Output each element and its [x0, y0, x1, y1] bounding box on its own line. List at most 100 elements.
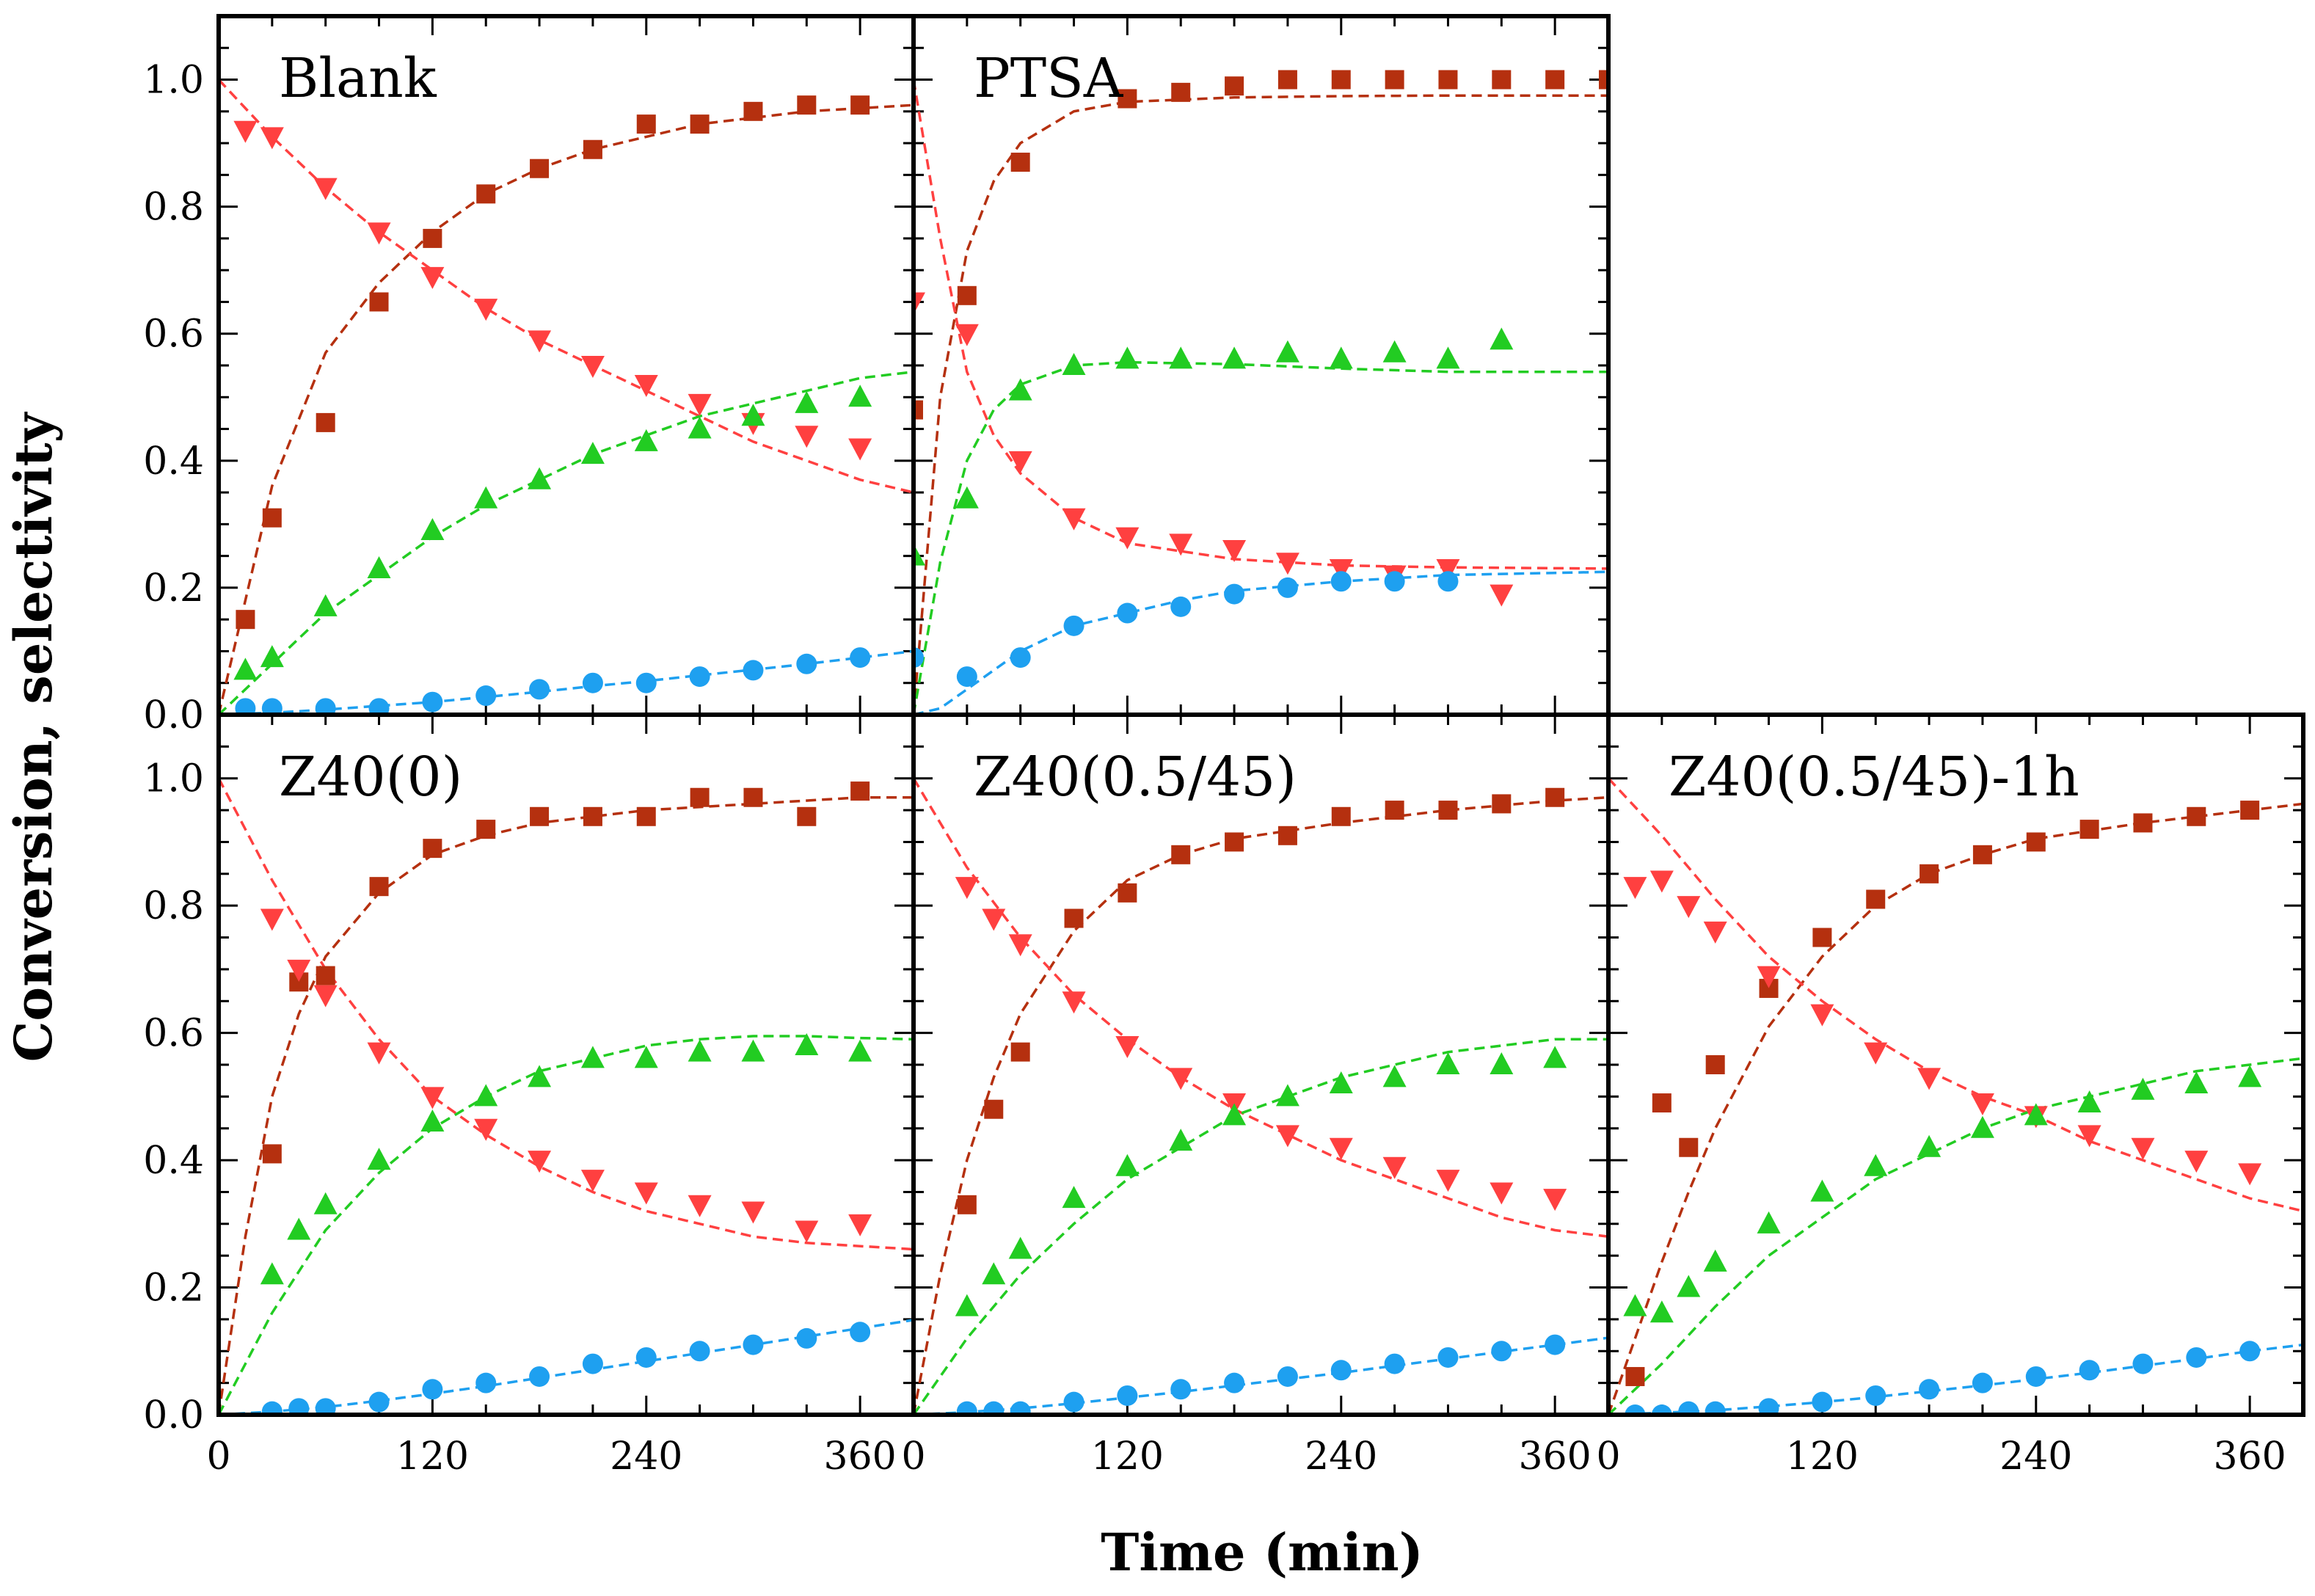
- data-point-up_triangles: [420, 1109, 445, 1132]
- data-point-up_triangles: [1062, 353, 1086, 375]
- data-point-circles: [1651, 1404, 1672, 1415]
- data-point-up_triangles: [1490, 1052, 1514, 1074]
- fit-line-up_triangles: [219, 1035, 914, 1415]
- data-point-down_triangles: [260, 127, 284, 150]
- data-point-circles: [261, 1401, 282, 1415]
- data-point-up_triangles: [1329, 1071, 1353, 1094]
- data-point-squares: [1972, 845, 1992, 864]
- data-point-squares: [423, 228, 442, 248]
- data-point-down_triangles: [2238, 1163, 2262, 1186]
- fit-line-down_triangles: [1608, 777, 2303, 1213]
- data-point-down_triangles: [474, 299, 498, 321]
- data-point-down_triangles: [955, 324, 979, 346]
- data-point-up_triangles: [580, 1046, 605, 1068]
- data-point-up_triangles: [1436, 346, 1460, 369]
- fit-line-squares: [914, 94, 1608, 715]
- data-point-squares: [1064, 908, 1084, 928]
- data-point-squares: [1438, 70, 1458, 90]
- data-point-squares: [1679, 1137, 1699, 1157]
- data-point-circles: [1010, 1401, 1031, 1415]
- fit-curves: [1608, 777, 2303, 1415]
- data-point-up_triangles: [287, 1217, 311, 1240]
- data-point-down_triangles: [1169, 1068, 1193, 1090]
- data-point-up_triangles: [1008, 378, 1032, 401]
- x-tick-label: 120: [1786, 1435, 1859, 1479]
- data-point-up_triangles: [2077, 1090, 2101, 1113]
- data-point-circles: [475, 1372, 497, 1393]
- data-point-circles: [2132, 1353, 2154, 1374]
- data-point-squares: [1866, 889, 1886, 909]
- data-point-down_triangles: [795, 426, 819, 448]
- y-tick-label: 0.0: [143, 1393, 204, 1438]
- data-point-down_triangles: [634, 374, 658, 397]
- data-point-squares: [476, 820, 496, 839]
- data-point-squares: [1118, 883, 1137, 903]
- data-point-circles: [1063, 615, 1084, 636]
- data-point-up_triangles: [1115, 1154, 1140, 1176]
- data-point-up_triangles: [2024, 1103, 2048, 1126]
- data-point-down_triangles: [688, 1195, 712, 1217]
- data-point-circles: [1384, 1353, 1405, 1374]
- data-point-circles: [850, 1322, 871, 1343]
- data-point-circles: [422, 691, 443, 713]
- data-point-down_triangles: [634, 1182, 658, 1205]
- data-point-squares: [1545, 787, 1565, 807]
- panel-Z40(0.5/45)-1h: Z40(0.5/45)-1h 0 120 240 360: [1596, 713, 2305, 1479]
- x-tick-label: 0: [206, 1435, 230, 1479]
- data-point-up_triangles: [1677, 1275, 1701, 1297]
- data-point-squares: [1385, 70, 1404, 90]
- x-tick-label: 240: [610, 1435, 682, 1479]
- data-point-circles: [2079, 1360, 2100, 1381]
- data-point-circles: [743, 1334, 764, 1355]
- data-point-squares: [690, 787, 710, 807]
- data-point-circles: [288, 1398, 310, 1415]
- data-point-up_triangles: [260, 645, 284, 668]
- data-point-up_triangles: [2184, 1071, 2209, 1094]
- data-point-squares: [2240, 801, 2260, 820]
- data-point-up_triangles: [2131, 1077, 2155, 1100]
- data-point-down_triangles: [1062, 508, 1086, 531]
- y-tick-label: 0.8: [143, 186, 204, 230]
- data-point-down_triangles: [1008, 451, 1032, 473]
- data-point-up_triangles: [914, 543, 925, 566]
- data-point-circles: [635, 672, 657, 693]
- data-point-circles: [1865, 1385, 1886, 1406]
- panel-PTSA: PTSA: [911, 14, 1611, 717]
- data-point-up_triangles: [474, 486, 498, 509]
- data-point-down_triangles: [1008, 934, 1032, 957]
- data-point-squares: [2079, 820, 2099, 839]
- y-tick-label: 0.2: [143, 1267, 204, 1311]
- data-point-down_triangles: [580, 356, 605, 378]
- data-point-down_triangles: [528, 1151, 552, 1173]
- data-point-squares: [1010, 1042, 1030, 1062]
- fit-line-up_triangles: [914, 1038, 1608, 1415]
- data-point-down_triangles: [1757, 966, 1781, 988]
- data-point-squares: [1225, 76, 1244, 96]
- data-point-down_triangles: [1623, 877, 1647, 900]
- data-point-down_triangles: [1115, 527, 1140, 550]
- data-point-down_triangles: [313, 178, 338, 200]
- data-point-circles: [1224, 583, 1245, 605]
- data-point-circles: [2186, 1347, 2207, 1368]
- data-point-squares: [690, 114, 710, 134]
- data-point-up_triangles: [1623, 1294, 1647, 1316]
- data-point-up_triangles: [1757, 1211, 1781, 1234]
- data-point-circles: [796, 1327, 817, 1349]
- data-point-down_triangles: [1810, 1004, 1834, 1027]
- data-point-up_triangles: [474, 1084, 498, 1107]
- data-point-circles: [1170, 1379, 1192, 1400]
- data-point-circles: [1705, 1401, 1726, 1415]
- data-point-up_triangles: [1864, 1154, 1888, 1176]
- fit-line-squares: [1608, 802, 2303, 1415]
- data-point-circles: [956, 1401, 977, 1415]
- data-point-down_triangles: [1490, 584, 1514, 607]
- data-point-down_triangles: [1864, 1042, 1888, 1065]
- data-point-up_triangles: [795, 1032, 819, 1055]
- panel-label: Z40(0.5/45): [974, 746, 1297, 809]
- data-point-down_triangles: [1649, 870, 1674, 893]
- data-point-down_triangles: [1703, 921, 1727, 944]
- data-point-up_triangles: [1703, 1249, 1727, 1272]
- data-point-squares: [2187, 806, 2206, 826]
- data-point-circles: [1063, 1391, 1084, 1413]
